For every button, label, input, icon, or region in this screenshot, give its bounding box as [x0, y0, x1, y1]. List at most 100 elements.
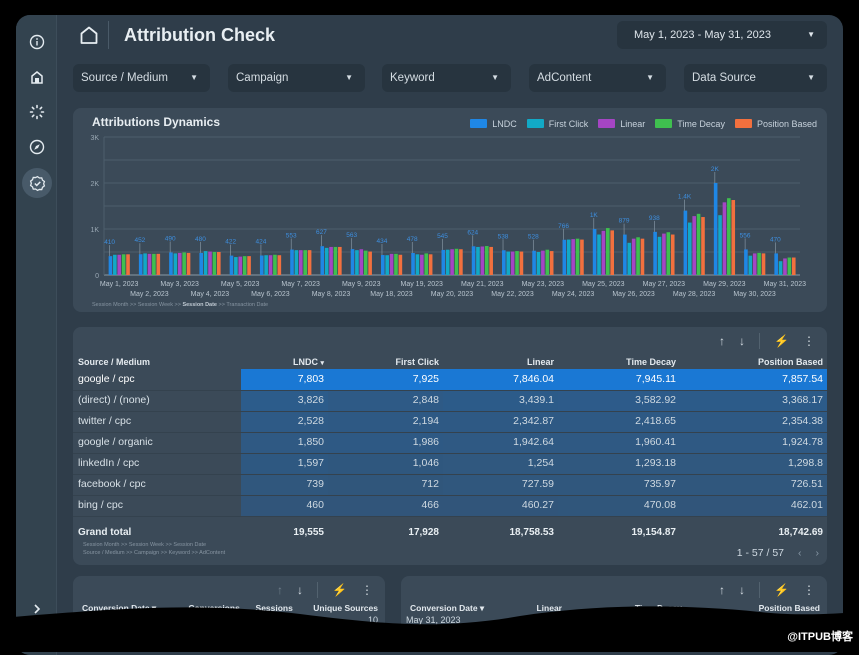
table-row[interactable]: linkedIn / cpc 1,597 1,046 1,254 1,293.18 1,2… [73, 453, 827, 475]
x-tick-label: May 27, 2023 [643, 281, 686, 288]
table-row[interactable]: google / cpc 7,803 7,925 7,846.04 7,945.11 7,… [73, 369, 827, 391]
table-toolbar: ↑ ↓ ⚡ ⋮ [719, 333, 815, 349]
bar-linear [359, 249, 364, 275]
column-header-conversion-date[interactable]: Conversion Date ▾ [410, 602, 485, 613]
bar-position-based [307, 250, 312, 275]
data-label: 553 [286, 233, 297, 240]
legend-item[interactable]: Position Based [734, 119, 817, 129]
x-tick-label: May 28, 2023 [673, 291, 716, 298]
lightning-icon[interactable]: ⚡ [332, 583, 347, 597]
bar-linear [541, 250, 545, 275]
table-drill-path-1: Session Month >> Session Week >> Session… [83, 542, 207, 548]
more-vert-icon[interactable]: ⋮ [361, 583, 373, 597]
table-row[interactable]: (direct) / (none) 3,826 2,848 3,439.1 3,582.… [73, 390, 827, 412]
bar-position-based [731, 200, 736, 275]
column-header-unique-sources[interactable]: Unique Sources [313, 603, 378, 613]
bar-time-decay [182, 252, 186, 275]
sort-ascending-icon[interactable]: ↑ [719, 334, 726, 348]
filter-campaign[interactable]: Campaign ▼ [228, 64, 365, 92]
bar-chart: 0 1K 2K 3K 410 May 1, 2023 452 May 2, 2023 490 Ma… [90, 135, 806, 298]
filter-keyword[interactable]: Keyword ▼ [382, 64, 511, 92]
legend-item[interactable]: LNDC [470, 119, 517, 129]
sort-descending-icon[interactable]: ↓ [739, 334, 746, 348]
bar-position-based [247, 256, 251, 275]
table-row[interactable]: twitter / cpc 2,528 2,194 2,342.87 2,418.65 2… [73, 411, 827, 433]
bar-first-click [113, 254, 117, 275]
column-header-source-medium[interactable]: Source / Medium [78, 356, 151, 367]
table-row[interactable]: bing / cpc 460 466 460.27 470.08 462.01 [73, 495, 827, 517]
filter-label: AdContent [537, 72, 592, 84]
bar-lndc [532, 250, 536, 275]
x-tick-label: May 18, 2023 [370, 291, 413, 298]
bar-linear [631, 238, 636, 275]
home-icon[interactable] [24, 64, 50, 90]
bar-first-click [657, 236, 662, 275]
bar-time-decay [515, 251, 519, 275]
date-range-picker[interactable]: May 1, 2023 - May 31, 2023 ▼ [617, 21, 827, 49]
bar-lndc [774, 253, 778, 275]
bar-position-based [701, 217, 705, 275]
column-header-linear[interactable]: Linear [526, 356, 554, 367]
table-row[interactable]: google / organic 1,850 1,986 1,942.64 1,960.… [73, 432, 827, 454]
bar-position-based [156, 253, 161, 275]
date-range-value: May 1, 2023 - May 31, 2023 [634, 29, 771, 41]
filter-data-source[interactable]: Data Source ▼ [684, 64, 827, 92]
column-header-conversion-date[interactable]: Conversion Date ▾ [82, 602, 157, 613]
main-content: Attribution Check May 1, 2023 - May 31, … [57, 15, 843, 655]
column-header-position-based[interactable]: Position Based [758, 603, 820, 613]
bar-position-based [368, 251, 372, 275]
column-header-lndc[interactable]: LNDC ▾ [292, 356, 324, 367]
bar-lndc [380, 255, 385, 275]
column-header-position-based[interactable]: Position Based [757, 356, 823, 367]
y-tick-label: 3K [90, 135, 99, 142]
bar-lndc [471, 246, 476, 275]
bar-first-click [203, 251, 208, 275]
sort-descending-icon[interactable]: ↓ [297, 583, 304, 597]
chevron-right-icon[interactable] [24, 596, 50, 622]
loader-icon[interactable] [24, 99, 50, 125]
bar-time-decay [636, 237, 640, 275]
more-vert-icon[interactable]: ⋮ [803, 583, 815, 597]
table-row[interactable]: facebook / cpc 739 712 727.59 735.97 726.51 [73, 474, 827, 496]
pagination: 1 - 57 / 57 ‹ › [737, 547, 819, 559]
filter-source-medium[interactable]: Source / Medium ▼ [73, 64, 210, 92]
lightning-icon[interactable]: ⚡ [774, 334, 789, 348]
more-vert-icon[interactable]: ⋮ [803, 334, 815, 348]
legend-item[interactable]: First Click [526, 119, 588, 129]
info-icon[interactable] [24, 29, 50, 55]
next-page-button[interactable]: › [815, 547, 820, 559]
bar-lndc [744, 249, 748, 275]
bar-time-decay [394, 253, 398, 275]
column-header-first-click[interactable]: First Click [395, 356, 439, 367]
bar-lndc [502, 250, 506, 275]
legend-item[interactable]: Linear [598, 119, 645, 129]
sort-descending-icon[interactable]: ↓ [739, 583, 746, 597]
column-header-time-decay[interactable]: Time Decay [626, 356, 676, 367]
bar-first-click [294, 250, 299, 275]
caret-down-icon: ▼ [345, 73, 353, 82]
compass-icon[interactable] [24, 134, 50, 160]
bar-first-click [597, 234, 601, 275]
bar-time-decay [363, 250, 368, 275]
sort-ascending-icon[interactable]: ↑ [277, 583, 284, 597]
verified-badge-icon[interactable] [22, 168, 52, 198]
prev-page-button[interactable]: ‹ [798, 547, 802, 559]
home-outline-icon[interactable] [79, 25, 99, 45]
bar-position-based [338, 246, 342, 275]
caret-down-icon: ▼ [646, 73, 654, 82]
column-header-linear[interactable]: Linear [536, 603, 562, 613]
bar-time-decay [303, 250, 307, 275]
legend-item[interactable]: Time Decay [655, 119, 725, 129]
y-tick-label: 1K [90, 227, 99, 234]
y-tick-label: 0 [95, 273, 99, 280]
chart-drill-path: Session Month >> Session Week >> Session… [92, 302, 269, 308]
bar-linear [752, 253, 757, 275]
bar-time-decay [424, 253, 429, 275]
lightning-icon[interactable]: ⚡ [774, 583, 789, 597]
data-label: 627 [316, 229, 327, 236]
sort-ascending-icon[interactable]: ↑ [719, 583, 726, 597]
filter-adcontent[interactable]: AdContent ▼ [529, 64, 666, 92]
column-header-sessions[interactable]: Sessions [255, 603, 293, 613]
value-cell: 1,298.8 [680, 453, 827, 475]
bar-lndc [683, 210, 688, 275]
